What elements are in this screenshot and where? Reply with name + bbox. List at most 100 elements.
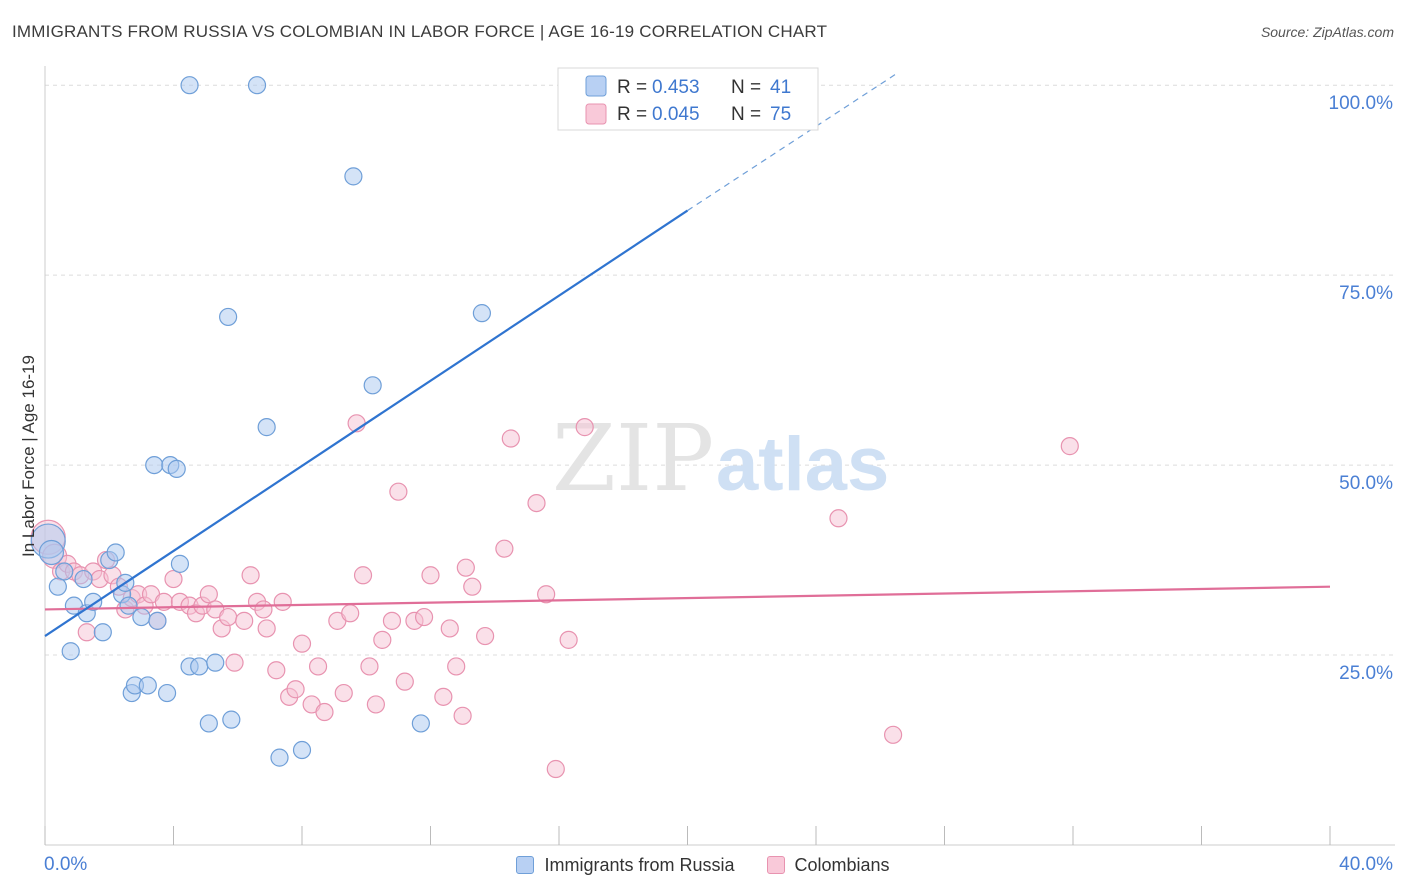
x-tick-label: 0.0% bbox=[44, 854, 87, 875]
data-point bbox=[164, 569, 183, 589]
data-point bbox=[267, 661, 286, 680]
data-point bbox=[55, 562, 74, 581]
legend-item-colombians[interactable]: Colombians bbox=[766, 854, 890, 876]
data-point bbox=[537, 585, 556, 604]
data-point bbox=[167, 459, 186, 478]
data-point bbox=[414, 607, 434, 627]
data-point bbox=[257, 418, 276, 437]
data-point bbox=[575, 418, 594, 437]
legend-r-label: R = bbox=[617, 77, 647, 98]
data-point bbox=[353, 566, 373, 585]
stats-legend: R = 0.453 N = 41 R = 0.045 N = 75 bbox=[557, 67, 819, 131]
data-point bbox=[434, 687, 453, 706]
source-label: Source: ZipAtlas.com bbox=[1260, 24, 1394, 40]
data-point bbox=[61, 642, 80, 661]
legend-r-label: R = bbox=[617, 104, 647, 125]
data-point bbox=[476, 626, 495, 646]
data-point bbox=[292, 740, 312, 760]
data-point bbox=[395, 672, 414, 691]
legend-label-russia: Immigrants from Russia bbox=[544, 854, 735, 875]
data-point bbox=[148, 611, 167, 630]
data-point bbox=[222, 710, 241, 729]
data-point bbox=[883, 725, 903, 744]
data-point bbox=[463, 577, 482, 596]
legend-n-value: 41 bbox=[770, 77, 791, 98]
data-point bbox=[225, 653, 244, 672]
data-point bbox=[292, 634, 312, 653]
y-tick-label: 100.0% bbox=[1329, 93, 1394, 114]
data-point bbox=[106, 543, 125, 562]
data-point bbox=[132, 607, 151, 627]
data-point bbox=[341, 604, 360, 623]
data-point bbox=[170, 554, 190, 573]
data-point bbox=[257, 619, 276, 638]
watermark-zip: ZIP bbox=[552, 405, 714, 512]
data-point bbox=[93, 623, 112, 642]
data-point bbox=[1060, 437, 1079, 456]
y-tick-label: 25.0% bbox=[1339, 663, 1393, 684]
data-point bbox=[138, 676, 157, 695]
legend-swatch-colombians bbox=[766, 856, 785, 874]
data-point bbox=[219, 307, 238, 327]
data-point bbox=[119, 596, 138, 615]
data-point bbox=[241, 566, 260, 585]
y-tick-label: 75.0% bbox=[1339, 283, 1393, 304]
data-point bbox=[180, 76, 199, 95]
axes bbox=[44, 66, 1395, 846]
legend-swatch-russia bbox=[516, 856, 535, 874]
data-point bbox=[456, 558, 475, 577]
x-tick-label: 40.0% bbox=[1339, 854, 1393, 875]
y-tick-label: 50.0% bbox=[1339, 473, 1393, 494]
chart-title: IMMIGRANTS FROM RUSSIA VS COLOMBIAN IN L… bbox=[12, 22, 828, 41]
data-point bbox=[74, 569, 93, 589]
legend-swatch-colombians bbox=[585, 103, 607, 125]
legend-r-value: 0.045 bbox=[652, 104, 700, 125]
x-tick-labels: 0.0% 40.0% bbox=[44, 854, 1393, 875]
data-point bbox=[273, 592, 292, 611]
bottom-legend: Immigrants from Russia Colombians bbox=[0, 852, 1406, 878]
legend-item-russia[interactable]: Immigrants from Russia bbox=[516, 854, 735, 876]
data-point bbox=[363, 376, 382, 395]
data-point bbox=[440, 619, 459, 638]
data-point bbox=[421, 566, 440, 585]
data-point bbox=[495, 539, 514, 558]
data-point bbox=[145, 455, 164, 475]
data-point bbox=[411, 714, 430, 733]
watermark-atlas: atlas bbox=[716, 422, 889, 507]
trend-lines bbox=[44, 73, 1331, 637]
data-point bbox=[527, 493, 546, 513]
data-point bbox=[308, 657, 328, 676]
data-point bbox=[334, 683, 353, 703]
data-point bbox=[270, 748, 289, 767]
y-axis-label: In Labor Force | Age 16-19 bbox=[19, 355, 38, 557]
data-point bbox=[206, 653, 225, 672]
trend-line-russia-extension bbox=[687, 73, 897, 212]
legend-n-label: N = bbox=[731, 77, 761, 98]
data-point bbox=[344, 167, 363, 186]
data-point bbox=[829, 509, 848, 528]
legend-swatch-russia bbox=[585, 75, 607, 97]
data-point bbox=[157, 683, 177, 703]
data-point bbox=[219, 607, 238, 627]
data-point bbox=[235, 611, 254, 630]
y-tick-labels: 25.0% 50.0% 75.0% 100.0% bbox=[1329, 93, 1394, 684]
data-point bbox=[199, 585, 218, 604]
data-point bbox=[546, 759, 565, 779]
data-point bbox=[77, 623, 96, 642]
data-point bbox=[501, 429, 520, 448]
data-point bbox=[389, 482, 408, 501]
data-point bbox=[286, 680, 305, 699]
data-point bbox=[360, 657, 379, 676]
data-point bbox=[382, 611, 402, 630]
data-point bbox=[199, 714, 218, 733]
legend-r-value: 0.453 bbox=[652, 77, 700, 98]
legend-n-label: N = bbox=[731, 104, 761, 125]
legend-n-value: 75 bbox=[770, 104, 791, 125]
watermark: ZIP atlas bbox=[552, 405, 889, 512]
trend-line-russia bbox=[44, 209, 689, 637]
data-point bbox=[373, 630, 392, 649]
data-point bbox=[247, 76, 267, 95]
data-point bbox=[366, 695, 385, 714]
legend-label-colombians: Colombians bbox=[794, 854, 890, 875]
